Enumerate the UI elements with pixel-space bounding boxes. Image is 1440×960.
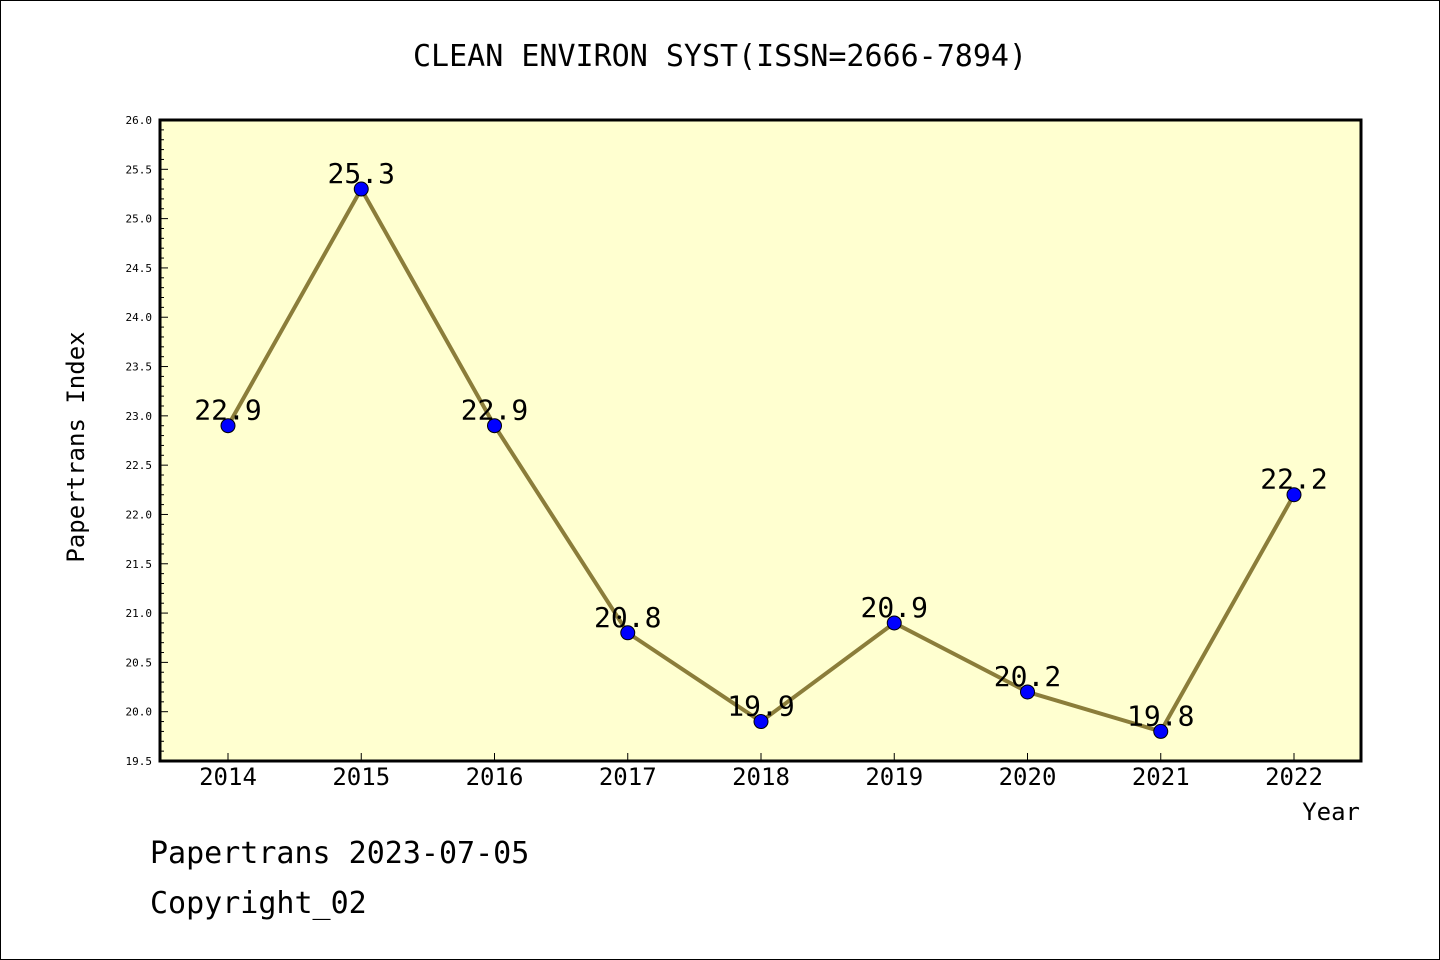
x-tick-label: 2021 <box>1132 763 1190 791</box>
data-point <box>1020 684 1035 700</box>
data-label: 19.9 <box>727 690 794 723</box>
y-tick-label: 21.5 <box>126 558 153 571</box>
x-tick-label: 2018 <box>732 763 790 791</box>
x-tick-label: 2016 <box>466 763 524 791</box>
data-label: 22.2 <box>1260 463 1327 496</box>
x-tick-label: 2017 <box>599 763 657 791</box>
y-tick-label: 22.0 <box>126 508 153 521</box>
y-tick-label: 25.5 <box>126 163 153 176</box>
data-label: 22.9 <box>461 394 528 427</box>
chart-title: CLEAN ENVIRON SYST(ISSN=2666-7894) <box>413 39 1027 74</box>
data-label: 20.2 <box>994 660 1061 693</box>
x-tick-label: 2022 <box>1265 763 1323 791</box>
y-tick-label: 25.0 <box>126 213 153 226</box>
data-point <box>220 418 236 434</box>
plot-area <box>158 118 1363 763</box>
data-label: 22.9 <box>194 394 261 427</box>
data-point <box>1153 723 1169 739</box>
data-point <box>753 714 769 730</box>
x-axis-label: Year <box>1302 798 1360 826</box>
y-tick-label: 21.0 <box>126 607 153 620</box>
x-tick-label: 2019 <box>865 763 923 791</box>
x-axis-ticks: 2014 2015 2016 2017 2018 2019 2020 2021 2022 <box>199 753 1323 791</box>
data-point <box>620 625 636 641</box>
y-tick-label: 20.0 <box>126 706 153 719</box>
y-tick-label: 26.0 <box>126 114 153 127</box>
x-tick-label: 2014 <box>199 763 257 791</box>
series-papertrans-index: 22.9 25.3 22.9 20.8 19.9 20.9 20.2 19.8 22.2 <box>194 157 1328 739</box>
y-tick-label: 24.0 <box>126 311 153 324</box>
data-point <box>886 615 902 631</box>
data-label: 19.8 <box>1127 699 1194 732</box>
y-tick-label: 20.5 <box>126 656 153 669</box>
data-point <box>353 181 369 197</box>
footer-copyright: Copyright_02 <box>150 886 367 921</box>
y-tick-label: 23.5 <box>126 361 153 374</box>
y-axis-label: Papertrans Index <box>62 331 90 562</box>
y-tick-label: 22.5 <box>126 459 153 472</box>
footer-date: Papertrans 2023-07-05 <box>150 836 530 871</box>
x-tick-label: 2015 <box>332 763 390 791</box>
data-label: 20.8 <box>594 601 661 634</box>
data-point <box>1286 487 1302 503</box>
y-tick-label: 23.0 <box>126 410 153 423</box>
x-tick-label: 2020 <box>999 763 1057 791</box>
y-axis-ticks: 19.5 20.0 20.5 21.0 21.5 22.0 22.5 23.0 23.5 24.0… <box>126 114 168 768</box>
data-point <box>487 418 502 434</box>
y-tick-label: 24.5 <box>126 262 153 275</box>
y-tick-label: 19.5 <box>126 755 153 768</box>
data-label: 20.9 <box>861 591 928 624</box>
data-label: 25.3 <box>328 157 395 190</box>
